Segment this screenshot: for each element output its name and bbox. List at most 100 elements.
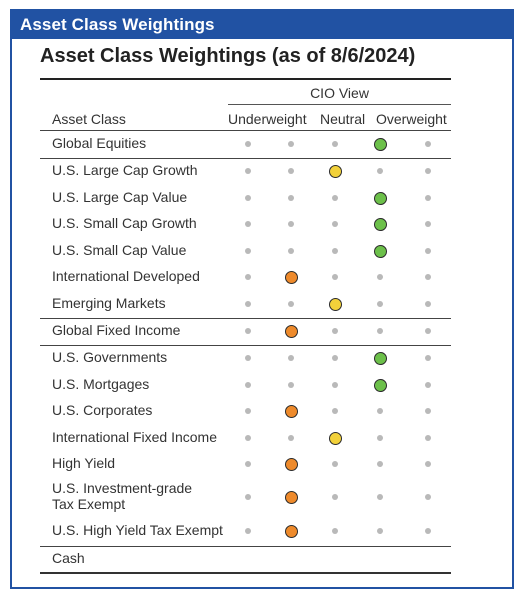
row-label-u-s-mortgages: U.S. Mortgages bbox=[52, 376, 150, 392]
rating-dot-underweight bbox=[284, 270, 298, 284]
row-label-u-s-small-cap-growth: U.S. Small Cap Growth bbox=[52, 215, 197, 231]
scale-dot bbox=[425, 494, 431, 500]
row-label-u-s-large-cap-growth: U.S. Large Cap Growth bbox=[52, 162, 198, 178]
rating-dot-underweight bbox=[284, 404, 298, 418]
title-rule bbox=[40, 78, 451, 80]
scale-dot bbox=[332, 494, 338, 500]
scale-dot bbox=[425, 274, 431, 280]
row-label-u-s-governments: U.S. Governments bbox=[52, 349, 168, 365]
scale-dot bbox=[425, 435, 431, 441]
scale-dot bbox=[425, 301, 431, 307]
rating-dot-underweight bbox=[284, 457, 298, 471]
scale-dot bbox=[377, 168, 383, 174]
scale-dot bbox=[288, 355, 294, 361]
row-divider bbox=[40, 158, 451, 159]
scale-dot bbox=[245, 301, 251, 307]
scale-dot bbox=[332, 274, 338, 280]
banner-title: Asset Class Weightings bbox=[20, 15, 215, 34]
table-title: Asset Class Weightings (as of 8/6/2024) bbox=[40, 45, 416, 67]
scale-dot bbox=[377, 461, 383, 467]
scale-dot bbox=[332, 408, 338, 414]
scale-dot bbox=[377, 301, 383, 307]
scale-dot bbox=[332, 221, 338, 227]
row-divider bbox=[40, 130, 451, 131]
scale-dot bbox=[288, 435, 294, 441]
rating-dot-overweight bbox=[373, 137, 387, 151]
scale-dot bbox=[288, 248, 294, 254]
row-label-u-s-corporates: U.S. Corporates bbox=[52, 402, 153, 418]
scale-dot bbox=[245, 168, 251, 174]
row-divider bbox=[40, 572, 451, 574]
scale-dot bbox=[245, 195, 251, 201]
scale-dot bbox=[245, 494, 251, 500]
row-label-u-s-large-cap-value: U.S. Large Cap Value bbox=[52, 189, 188, 205]
scale-dot bbox=[425, 461, 431, 467]
scale-dot bbox=[425, 408, 431, 414]
scale-dot bbox=[245, 408, 251, 414]
panel-banner: Asset Class Weightings bbox=[12, 11, 512, 39]
scale-dot bbox=[377, 328, 383, 334]
scale-dot bbox=[377, 274, 383, 280]
cio-view-rule bbox=[228, 104, 451, 105]
scale-dot bbox=[377, 528, 383, 534]
scale-dot bbox=[332, 195, 338, 201]
scale-dot bbox=[245, 355, 251, 361]
row-label-international-developed: International Developed bbox=[52, 268, 200, 284]
scale-dot bbox=[288, 168, 294, 174]
row-label-high-yield: High Yield bbox=[52, 455, 116, 471]
scale-dot bbox=[245, 328, 251, 334]
scale-dot bbox=[425, 168, 431, 174]
neutral-column-header: Neutral bbox=[320, 111, 366, 127]
row-label-u-s-small-cap-value: U.S. Small Cap Value bbox=[52, 242, 187, 258]
scale-dot bbox=[332, 355, 338, 361]
scale-dot bbox=[425, 195, 431, 201]
overweight-column-header: Overweight bbox=[376, 111, 447, 127]
row-label-u-s-high-yield-tax-exempt: U.S. High Yield Tax Exempt bbox=[52, 522, 223, 538]
scale-dot bbox=[288, 382, 294, 388]
asset-class-panel: Asset Class Weightings bbox=[10, 9, 514, 589]
row-label-emerging-markets: Emerging Markets bbox=[52, 295, 166, 311]
rating-dot-overweight bbox=[373, 191, 387, 205]
scale-dot bbox=[425, 221, 431, 227]
rating-dot-neutral bbox=[328, 164, 342, 178]
rating-dot-overweight bbox=[373, 217, 387, 231]
scale-dot bbox=[332, 141, 338, 147]
scale-dot bbox=[288, 301, 294, 307]
asset-class-column-header: Asset Class bbox=[52, 111, 126, 127]
cio-view-header: CIO View bbox=[310, 85, 369, 101]
scale-dot bbox=[245, 221, 251, 227]
rating-dot-neutral bbox=[328, 297, 342, 311]
scale-dot bbox=[245, 435, 251, 441]
scale-dot bbox=[425, 141, 431, 147]
scale-dot bbox=[332, 528, 338, 534]
rating-dot-overweight bbox=[373, 351, 387, 365]
row-divider bbox=[40, 345, 451, 346]
rating-dot-underweight bbox=[284, 524, 298, 538]
scale-dot bbox=[332, 382, 338, 388]
scale-dot bbox=[425, 328, 431, 334]
rating-dot-overweight bbox=[373, 378, 387, 392]
scale-dot bbox=[245, 141, 251, 147]
row-label-international-fixed-income: International Fixed Income bbox=[52, 429, 217, 445]
scale-dot bbox=[332, 248, 338, 254]
scale-dot bbox=[425, 382, 431, 388]
scale-dot bbox=[377, 408, 383, 414]
scale-dot bbox=[245, 274, 251, 280]
scale-dot bbox=[245, 461, 251, 467]
rating-dot-neutral bbox=[328, 431, 342, 445]
scale-dot bbox=[425, 528, 431, 534]
row-divider bbox=[40, 546, 451, 547]
rating-dot-underweight bbox=[284, 490, 298, 504]
scale-dot bbox=[288, 141, 294, 147]
row-label-u-s-investment-grade-tax-exempt: U.S. Investment-grade Tax Exempt bbox=[52, 480, 193, 512]
scale-dot bbox=[332, 461, 338, 467]
scale-dot bbox=[245, 382, 251, 388]
scale-dot bbox=[425, 248, 431, 254]
scale-dot bbox=[332, 328, 338, 334]
scale-dot bbox=[425, 355, 431, 361]
row-label-global-fixed-income: Global Fixed Income bbox=[52, 322, 181, 338]
row-label-global-equities: Global Equities bbox=[52, 135, 147, 151]
scale-dot bbox=[288, 221, 294, 227]
scale-dot bbox=[377, 435, 383, 441]
scale-dot bbox=[245, 248, 251, 254]
